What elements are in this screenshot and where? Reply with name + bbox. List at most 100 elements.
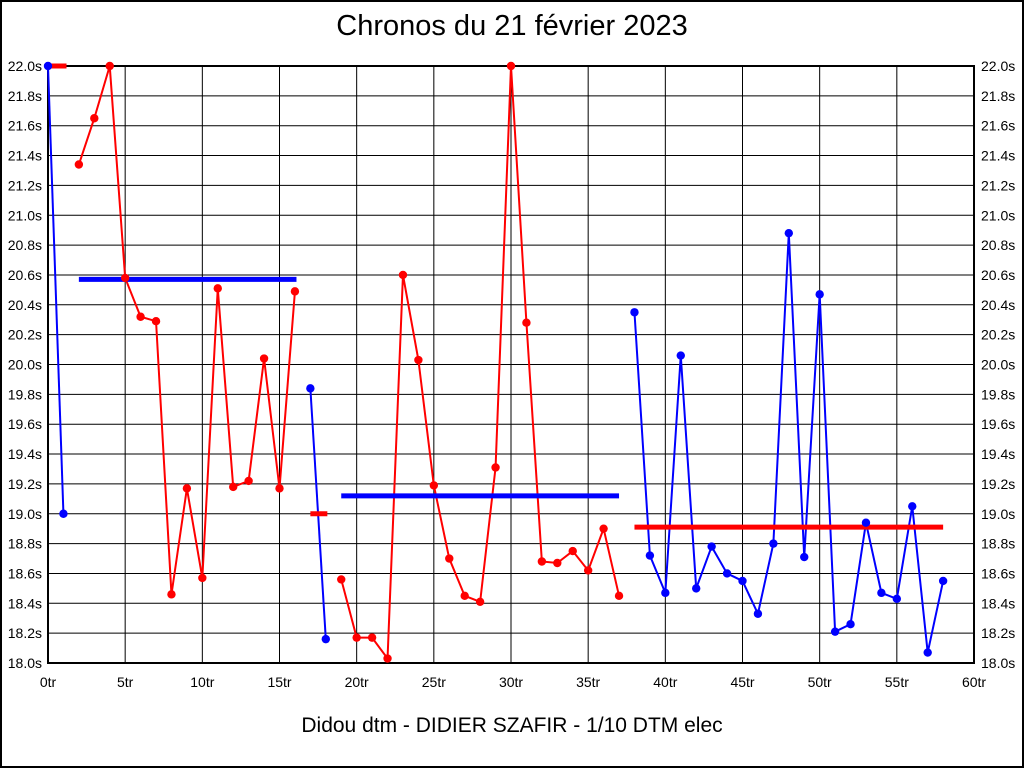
data-point-run-4 bbox=[367, 633, 377, 642]
data-point-run-5 bbox=[800, 552, 809, 562]
data-point-run-4 bbox=[583, 566, 593, 575]
series-line-run-4 bbox=[340, 65, 621, 662]
data-point-run-4 bbox=[337, 575, 346, 584]
series-line-run-2 bbox=[77, 65, 296, 595]
y-tick-label-right: 19.6s bbox=[981, 416, 1015, 432]
data-point-run-5 bbox=[784, 228, 793, 238]
x-tick-label: 0tr bbox=[40, 674, 57, 690]
y-tick-label-left: 19.6s bbox=[8, 416, 42, 432]
data-point-run-4 bbox=[614, 591, 624, 601]
y-tick-label-right: 21.2s bbox=[981, 177, 1015, 193]
y-tick-label-left: 20.2s bbox=[8, 327, 42, 343]
data-point-run-1 bbox=[59, 509, 68, 518]
y-tick-label-left: 18.4s bbox=[8, 595, 42, 611]
data-point-run-2 bbox=[120, 273, 130, 283]
data-point-run-5 bbox=[923, 648, 932, 657]
x-tick-label: 15tr bbox=[267, 674, 291, 690]
data-point-run-5 bbox=[830, 627, 840, 636]
data-point-run-5 bbox=[815, 290, 824, 299]
data-point-run-2 bbox=[90, 114, 99, 123]
data-point-run-4 bbox=[460, 591, 469, 601]
data-point-run-2 bbox=[151, 317, 161, 326]
data-point-run-5 bbox=[753, 609, 763, 618]
data-point-run-5 bbox=[661, 588, 670, 598]
y-tick-label-right: 18.4s bbox=[981, 595, 1015, 611]
x-tick-label: 20tr bbox=[345, 674, 369, 690]
data-point-run-2 bbox=[105, 61, 114, 71]
y-tick-label-right: 18.2s bbox=[981, 625, 1015, 641]
y-tick-label-right: 20.0s bbox=[981, 357, 1015, 373]
data-point-run-2 bbox=[182, 484, 192, 493]
data-point-run-5 bbox=[938, 576, 948, 586]
data-point-run-2 bbox=[198, 573, 207, 583]
data-point-run-5 bbox=[769, 539, 778, 548]
series-line-run-1 bbox=[47, 65, 65, 514]
y-tick-label-left: 21.0s bbox=[8, 207, 42, 223]
data-point-run-5 bbox=[877, 588, 886, 598]
data-point-run-3 bbox=[321, 634, 330, 644]
data-point-run-1 bbox=[43, 61, 53, 71]
data-point-run-5 bbox=[738, 576, 747, 586]
data-point-run-4 bbox=[398, 270, 408, 280]
data-point-run-2 bbox=[136, 312, 145, 321]
data-point-run-5 bbox=[692, 584, 701, 593]
y-tick-label-right: 18.0s bbox=[981, 655, 1015, 671]
data-point-run-4 bbox=[445, 554, 454, 563]
y-tick-label-right: 21.4s bbox=[981, 148, 1015, 164]
data-point-run-4 bbox=[475, 597, 485, 607]
data-point-run-5 bbox=[722, 569, 732, 578]
y-tick-label-left: 19.8s bbox=[8, 386, 42, 402]
x-tick-label: 10tr bbox=[190, 674, 214, 690]
y-tick-label-left: 21.2s bbox=[8, 177, 42, 193]
x-tick-label: 25tr bbox=[422, 674, 446, 690]
data-point-run-4 bbox=[352, 633, 361, 642]
data-point-run-5 bbox=[892, 594, 902, 604]
y-tick-label-right: 21.0s bbox=[981, 207, 1015, 223]
chart-subtitle: Didou dtm - DIDIER SZAFIR - 1/10 DTM ele… bbox=[301, 714, 723, 737]
data-point-run-4 bbox=[383, 654, 392, 663]
data-point-run-2 bbox=[167, 590, 176, 599]
y-tick-label-right: 20.8s bbox=[981, 237, 1015, 253]
y-tick-label-right: 19.0s bbox=[981, 506, 1015, 522]
y-tick-label-left: 21.8s bbox=[8, 88, 42, 104]
y-tick-label-left: 20.4s bbox=[8, 297, 42, 313]
y-tick-label-left: 21.4s bbox=[8, 148, 42, 164]
y-tick-label-right: 18.6s bbox=[981, 565, 1015, 581]
chart-title: Chronos du 21 février 2023 bbox=[336, 10, 688, 42]
data-point-run-2 bbox=[290, 287, 300, 296]
x-tick-label: 45tr bbox=[730, 674, 754, 690]
x-tick-label: 35tr bbox=[576, 674, 600, 690]
y-tick-label-right: 19.2s bbox=[981, 476, 1015, 492]
data-point-run-5 bbox=[707, 542, 716, 551]
data-point-run-5 bbox=[846, 619, 855, 629]
data-point-run-4 bbox=[553, 558, 562, 568]
data-point-run-2 bbox=[275, 484, 284, 493]
data-point-run-5 bbox=[630, 308, 639, 317]
data-point-run-4 bbox=[506, 61, 516, 71]
y-tick-label-left: 19.0s bbox=[8, 506, 42, 522]
x-tick-label: 60tr bbox=[962, 674, 986, 690]
data-point-run-2 bbox=[259, 354, 269, 363]
data-point-run-5 bbox=[676, 351, 685, 360]
y-tick-label-right: 19.8s bbox=[981, 386, 1015, 402]
y-tick-label-right: 19.4s bbox=[981, 446, 1015, 462]
x-tick-label: 55tr bbox=[885, 674, 909, 690]
data-point-run-5 bbox=[908, 502, 917, 511]
y-tick-label-right: 20.2s bbox=[981, 327, 1015, 343]
data-point-run-2 bbox=[244, 476, 253, 486]
x-tick-label: 30tr bbox=[499, 674, 523, 690]
y-tick-label-left: 20.6s bbox=[8, 267, 42, 283]
y-tick-label-left: 22.0s bbox=[8, 58, 42, 74]
data-point-run-4 bbox=[568, 546, 577, 556]
data-point-run-3 bbox=[306, 384, 315, 393]
data-point-run-4 bbox=[599, 524, 608, 533]
data-point-run-2 bbox=[229, 482, 238, 492]
y-tick-label-left: 20.8s bbox=[8, 237, 42, 253]
y-tick-label-right: 20.6s bbox=[981, 267, 1015, 283]
y-tick-label-right: 18.8s bbox=[981, 536, 1015, 552]
data-point-run-4 bbox=[522, 318, 531, 327]
y-tick-label-left: 18.2s bbox=[8, 625, 42, 641]
y-tick-label-right: 21.6s bbox=[981, 118, 1015, 134]
x-tick-label: 40tr bbox=[653, 674, 677, 690]
